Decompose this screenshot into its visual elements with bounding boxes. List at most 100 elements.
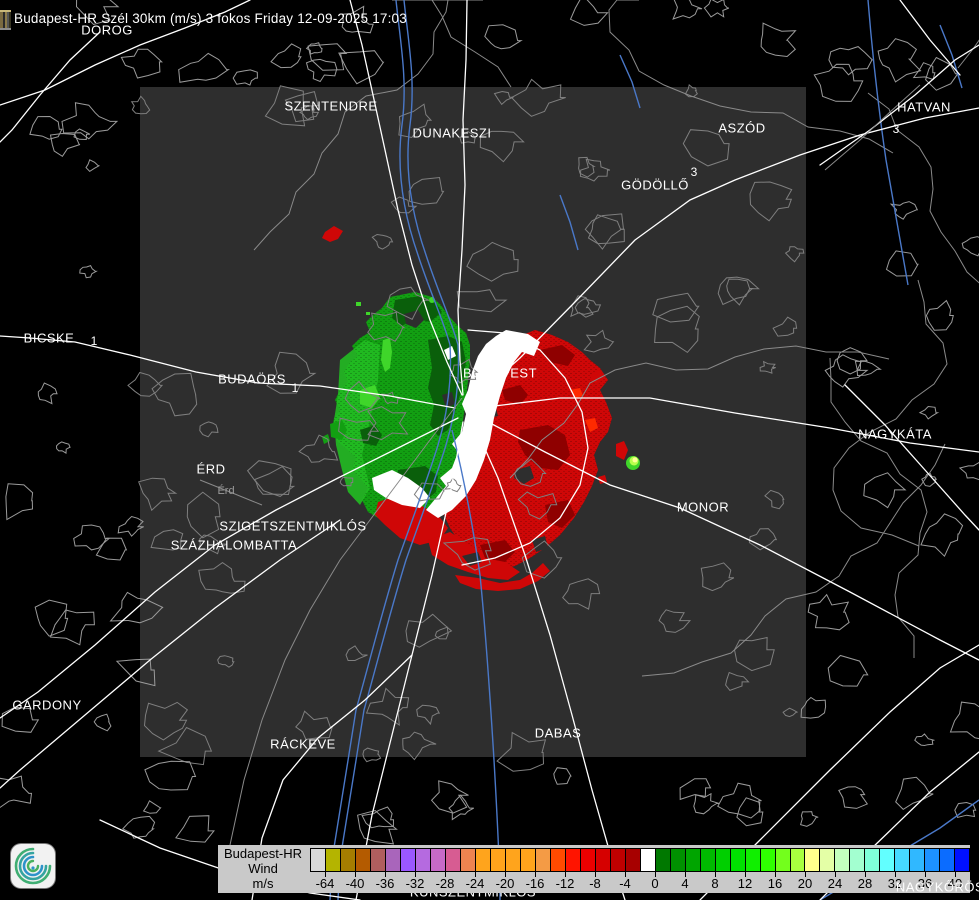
city-label: NAGYKÁTA [858,426,932,442]
color-scale-legend: Budapest-HR Wind m/s -64 -40 -36 -32 -28 -24-… [218,845,970,893]
legend-tick-label: 20 [797,876,813,891]
legend-tick-label: 28 [857,876,873,891]
city-label: GÖDÖLLŐ [621,177,689,193]
legend-swatch [880,849,896,871]
city-label: NAGYKŐRÖS [895,879,979,895]
road-number-label: 3 [690,165,698,179]
legend-swatch-row [310,848,970,872]
legend-tick-mark [595,872,596,877]
legend-swatch [895,849,911,871]
legend-swatch [400,849,416,871]
legend-tick-mark [415,872,416,877]
city-label: DOROG [81,22,133,38]
legend-swatch [820,849,836,871]
city-label: SZÁZHALOMBATTA [170,537,298,553]
legend-tick-mark [505,872,506,877]
legend-tick-mark [685,872,686,877]
legend-tick-label: -32 [405,876,425,891]
city-label: MONOR [676,499,730,515]
legend-swatch [955,849,970,871]
legend-swatch [445,849,461,871]
legend-swatch [805,849,821,871]
legend-tick-label: -24 [465,876,485,891]
legend-tick-mark [625,872,626,877]
legend-swatch [550,849,566,871]
met-spiral-logo[interactable] [11,844,55,888]
spiral-icon [14,847,52,885]
road-number-label: 1 [291,381,299,395]
legend-label: Budapest-HR Wind m/s [218,846,308,891]
city-label: DABAS [534,725,582,741]
legend-tick-mark [715,872,716,877]
legend-tick-label: 24 [827,876,843,891]
rail-lines [199,84,921,846]
legend-swatch [610,849,626,871]
legend-swatch [430,849,446,871]
legend-swatch [640,849,656,871]
legend-tick-mark [895,872,896,877]
legend-tick-label: 8 [711,876,719,891]
legend-tick-mark [835,872,836,877]
legend-swatch [460,849,476,871]
city-label: ÉRD [196,461,226,477]
city-label: RÁCKEVE [270,736,336,752]
city-label: ASZÓD [718,120,766,136]
legend-tick-label: -28 [435,876,455,891]
page-title: Budapest-HR Szél 30km (m/s) 3 fokos Frid… [14,11,407,26]
legend-tick-label: 40 [947,876,963,891]
legend-tick-label: 16 [767,876,783,891]
legend-tick-label: -16 [525,876,545,891]
legend-tick-mark [445,872,446,877]
legend-field: Wind [248,861,278,876]
legend-swatch [505,849,521,871]
legend-swatch [745,849,761,871]
legend-swatch [520,849,536,871]
legend-tick-label: -8 [589,876,601,891]
legend-tick-label: 12 [737,876,753,891]
legend-tick-mark [805,872,806,877]
legend-swatch [535,849,551,871]
legend-tick-mark [655,872,656,877]
legend-swatch [595,849,611,871]
legend-swatch [850,849,866,871]
titlebar-icon [0,10,11,30]
legend-swatch [670,849,686,871]
city-label: BUDAÖRS [218,371,286,387]
legend-swatch [625,849,641,871]
legend-swatch [925,849,941,871]
legend-swatch [475,849,491,871]
legend-tick-mark [355,872,356,877]
legend-tick-label: -4 [619,876,631,891]
legend-tick-mark [865,872,866,877]
legend-tick-label: 36 [917,876,933,891]
legend-tick-mark [535,872,536,877]
legend-swatch [835,849,851,871]
road-number-label: 3 [892,122,900,136]
legend-product: Budapest-HR [223,846,303,861]
legend-swatch [340,849,356,871]
legend-tick-label: 0 [651,876,659,891]
legend-tick-mark [745,872,746,877]
city-label: GÁRDONY [12,697,82,713]
legend-tick-mark [925,872,926,877]
legend-tick-label: -40 [345,876,365,891]
legend-tick-label: 32 [887,876,903,891]
city-label: SZENTENDRE [284,98,378,114]
legend-tick-label: 4 [681,876,689,891]
legend-swatch [775,849,791,871]
legend-swatch [311,849,326,871]
legend-swatch [730,849,746,871]
legend-swatch [910,849,926,871]
legend-swatch [700,849,716,871]
city-label: DUNAKESZI [412,125,492,141]
legend-swatch [940,849,956,871]
legend-swatch [655,849,671,871]
legend-tick-label: -20 [495,876,515,891]
legend-swatch [580,849,596,871]
legend-swatch [715,849,731,871]
legend-tick-mark [955,872,956,877]
city-label: BUDAPEST [462,365,538,381]
legend-swatch [685,849,701,871]
